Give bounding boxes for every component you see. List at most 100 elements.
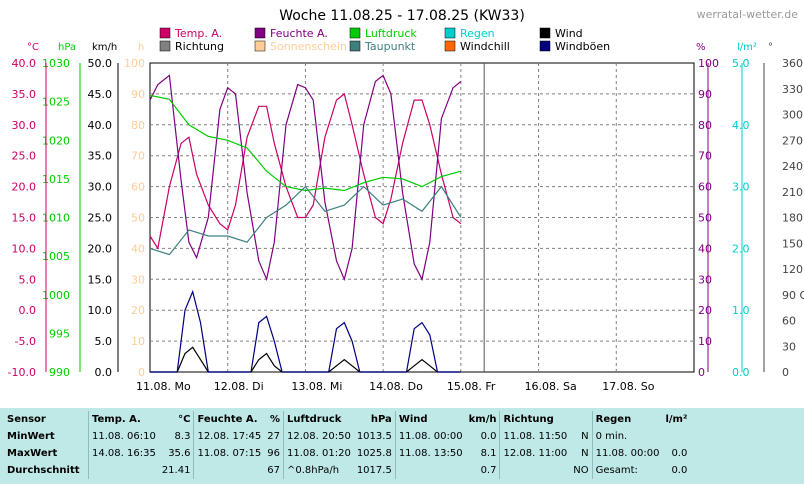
regen-axis-tick: 3.0 [732, 181, 750, 194]
stats-temp-time: 11.08. 06:10 [87, 428, 159, 445]
legend-label: Windböen [555, 40, 610, 53]
wind-axis-tick: 20.0 [88, 242, 113, 255]
sonne-axis-tick: 60 [131, 181, 145, 194]
temp-axis-tick: 20.0 [12, 181, 37, 194]
sonne-axis-unit: h [138, 42, 144, 53]
druck-axis-tick: 1000 [42, 289, 70, 302]
stats-humidity-time: 12.08. 17:45 [193, 428, 265, 445]
stats-rain-time: Gesamt: [591, 462, 663, 479]
stats-header-humidity-unit: % [269, 414, 280, 425]
regen-axis-tick: 4.0 [732, 119, 750, 132]
stats-header-direction: Richtung [499, 411, 571, 428]
stats-direction-time [499, 462, 571, 479]
feuchte-axis-tick: 0 [698, 366, 705, 379]
x-tick-label: 11.08. Mo [136, 380, 191, 393]
feuchte-axis-tick: 60 [698, 181, 712, 194]
stats-wind-time [394, 462, 466, 479]
druck-axis-tick: 1005 [42, 250, 70, 263]
stats-rain-value: 0.0 [671, 448, 688, 459]
druck-axis-tick: 990 [49, 366, 70, 379]
chart-series [149, 74, 462, 373]
legend-swatch [159, 40, 171, 52]
temp-axis-unit: °C [27, 42, 39, 53]
temp-axis-tick: 35.0 [12, 88, 37, 101]
sonne-axis-tick: 0 [138, 366, 145, 379]
stats-row-label: MinWert [7, 431, 55, 442]
richtung-axis-unit: ° [768, 42, 773, 53]
temp-axis-tick: 30.0 [12, 119, 37, 132]
legend-swatch [349, 27, 361, 39]
statistics-panel: Sensor Temp. A. °C Feuchte A. % Luftdruc… [0, 408, 804, 484]
site-watermark: werratal-wetter.de [697, 8, 799, 21]
feuchte-axis-tick: 80 [698, 119, 712, 132]
legend-swatch [254, 27, 266, 39]
stats-header-pressure: Luftdruck [282, 411, 354, 428]
stats-direction-time: 12.08. 11:00 [499, 445, 571, 462]
sonne-axis-tick: 50 [131, 212, 145, 225]
stats-row-average: Durchschnitt 21.41 67 ^0.8hPa/h 1017.5 0… [4, 462, 690, 479]
stats-header-temp: Temp. A. [87, 411, 159, 428]
sonne-axis-tick: 10 [131, 335, 145, 348]
druck-axis-tick: 1020 [42, 134, 70, 147]
chart-axes: 11.08. Mo 12.08. Di 13.08. Mi 14.08. Do 15.0… [8, 42, 804, 393]
richtung-axis-tick: 120 [782, 263, 803, 276]
stats-humidity-value: 96 [267, 448, 280, 459]
series-line [150, 289, 461, 373]
legend-swatch [539, 40, 551, 52]
series-line [149, 92, 462, 251]
sonne-axis-tick: 30 [131, 273, 145, 286]
stats-humidity-time [193, 462, 265, 479]
statistics-table: Sensor Temp. A. °C Feuchte A. % Luftdruc… [4, 411, 690, 479]
druck-axis-tick: 995 [49, 327, 70, 340]
stats-pressure-value: 1017.5 [356, 465, 392, 476]
series-line [149, 185, 462, 256]
stats-pressure-value: 1013.5 [356, 431, 392, 442]
stats-header-wind-unit: km/h [468, 414, 497, 425]
stats-wind-value: 8.1 [480, 448, 497, 459]
stats-rain-time: 11.08. 00:00 [591, 445, 663, 462]
stats-temp-value: 21.41 [161, 465, 191, 476]
legend-swatch [539, 27, 551, 39]
feuchte-axis-tick: 40 [698, 242, 712, 255]
stats-header-rain: Regen [591, 411, 663, 428]
feuchte-axis-tick: 20 [698, 304, 712, 317]
wind-axis-tick: 30.0 [88, 181, 113, 194]
x-tick-label: 17.08. So [602, 380, 654, 393]
legend-swatch [444, 40, 456, 52]
x-tick-label: 16.08. Sa [525, 380, 577, 393]
richtung-axis-tick: 240 [782, 160, 803, 173]
stats-header-direction-spacer [570, 411, 592, 428]
x-tick-label: 14.08. Do [369, 380, 423, 393]
temp-axis-tick: 0.0 [19, 304, 37, 317]
richtung-axis-tick: 180 S [782, 212, 804, 225]
wind-axis-tick: 40.0 [88, 119, 113, 132]
richtung-axis-tick: 150 [782, 237, 803, 250]
wind-axis-tick: 15.0 [88, 273, 113, 286]
stats-direction-value: N [581, 431, 589, 442]
legend-swatch [444, 27, 456, 39]
druck-axis-tick: 1025 [42, 96, 70, 109]
legend-label: Richtung [175, 40, 224, 53]
richtung-axis-tick: 30 [782, 340, 796, 353]
stats-humidity-time: 11.08. 07:15 [193, 445, 265, 462]
druck-axis-tick: 1030 [42, 57, 70, 70]
feuchte-axis-tick: 30 [698, 273, 712, 286]
stats-header-humidity: Feuchte A. [193, 411, 265, 428]
wind-axis-unit: km/h [92, 42, 117, 53]
stats-header-temp-unit: °C [178, 414, 191, 425]
stats-temp-value: 35.6 [168, 448, 191, 459]
temp-axis-tick: 15.0 [12, 212, 37, 225]
chart-title: Woche 11.08.25 - 17.08.25 (KW33) [279, 8, 525, 24]
stats-temp-time [87, 462, 159, 479]
legend-label: Luftdruck [365, 27, 417, 40]
druck-axis-tick: 1010 [42, 212, 70, 225]
stats-temp-value: 8.3 [174, 431, 191, 442]
series-line [149, 74, 462, 282]
legend-swatch [349, 40, 361, 52]
stats-direction-value: N [581, 448, 589, 459]
legend-label: Windchill [460, 40, 510, 53]
stats-wind-time: 11.08. 00:00 [394, 428, 466, 445]
feuchte-axis-unit: % [696, 42, 706, 53]
stats-header-row: Sensor Temp. A. °C Feuchte A. % Luftdruc… [4, 411, 690, 428]
legend-label: Temp. A. [174, 27, 222, 40]
